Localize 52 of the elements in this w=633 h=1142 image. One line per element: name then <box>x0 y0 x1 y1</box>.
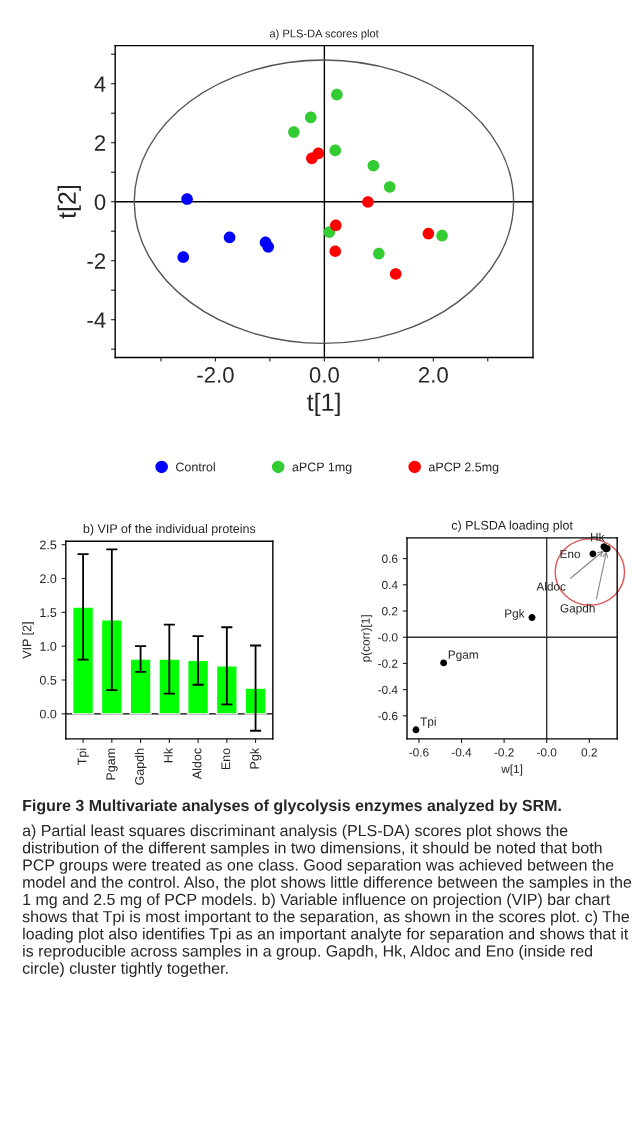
y-tick-label: -0.4 <box>378 685 398 694</box>
text: a) Partial least squares discriminant analysis (PLS-DA) scores plot shows the distribution of the different samples in two dimensions, it should be noted that both PCP groups were treated as one class. Good separation was achieved between the model and the control. Also, the plot shows little difference between the samples in the 1 mg and 2.5 mg of PCP models. b) Variable influence on projection (VIP) bar chart shows that Tpi is most important to the separation, as shown in the scores plot. c) The loading plot also identifies Tpi as an important analyte for separation and shows that it is reproducible across samples in a group. Gapdh, Hk, Aldoc and Eno (inside red circle) cluster tightly together. <box>22 824 632 978</box>
annotation: Hk <box>591 532 605 542</box>
y-tick-label: -4 <box>87 312 106 328</box>
x-tick-label: -0.0 <box>537 748 557 757</box>
x-tick-label: 0.0 <box>309 367 339 383</box>
y-tick-label: -0.6 <box>378 711 398 721</box>
y-tick-label: 0.5 <box>39 675 57 685</box>
x-tick-label: Tpi <box>77 748 89 765</box>
x-tick-label: 0.2 <box>581 748 597 757</box>
x-tick-label: Hk <box>163 747 173 763</box>
y-tick-label: 4 <box>94 76 106 92</box>
y-tick-label: 2 <box>94 135 106 151</box>
x-tick-label: Aldoc <box>192 748 202 780</box>
y-tick-label: 2.0 <box>40 574 57 584</box>
legend-label: aPCP 2.5mg <box>428 462 499 474</box>
x-tick-label: -2.0 <box>197 367 234 383</box>
annotation: Eno <box>560 549 581 559</box>
y-tick-label: 0.2 <box>382 607 398 616</box>
annotation: Gapdh <box>560 603 595 615</box>
x-tick-label: Gapdh <box>134 748 147 785</box>
y-tick-label: 0.4 <box>382 580 398 590</box>
y-axis-title: p(corr)[1] <box>361 615 373 662</box>
chart-title: c) PLSDA loading plot <box>451 520 573 533</box>
x-axis-title: t[1] <box>307 392 340 417</box>
x-tick-label: -0.2 <box>494 748 514 757</box>
x-axis-title: w[1] <box>501 764 523 776</box>
x-tick-label: 2.0 <box>418 367 448 383</box>
y-axis-title: t[2] <box>57 185 81 219</box>
legend-label: aPCP 1mg <box>292 462 352 474</box>
y-tick-label: 2.5 <box>40 540 57 550</box>
y-tick-label: 0.6 <box>382 554 398 563</box>
legend-label: Control <box>176 462 215 472</box>
y-tick-label: 0.0 <box>39 709 57 719</box>
y-tick-label: 1.5 <box>40 608 57 617</box>
chart-title: a) PLS-DA scores plot <box>269 29 379 40</box>
x-tick-label: Pgk <box>249 747 262 769</box>
annotation: Tpi <box>420 717 436 729</box>
y-tick-label: -0.0 <box>378 633 398 642</box>
y-tick-label: 0 <box>94 194 106 210</box>
y-tick-label: 1.0 <box>40 641 57 651</box>
x-tick-label: Pgam <box>106 748 118 780</box>
x-tick-label: -0.4 <box>451 748 472 757</box>
x-tick-label: Eno <box>221 748 231 770</box>
annotation: Pgk <box>505 608 525 620</box>
y-tick-label: -0.2 <box>378 659 398 668</box>
annotation: Pgam <box>448 650 478 662</box>
y-tick-label: -2 <box>87 253 106 269</box>
caption: Figure 3 Multivariate analyses of glycolysis enzymes analyzed by SRM. <box>23 799 561 815</box>
y-axis-title: VIP [2] <box>22 622 34 659</box>
chart-title: b) VIP of the individual proteins <box>83 523 256 536</box>
x-tick-label: -0.6 <box>409 748 429 757</box>
